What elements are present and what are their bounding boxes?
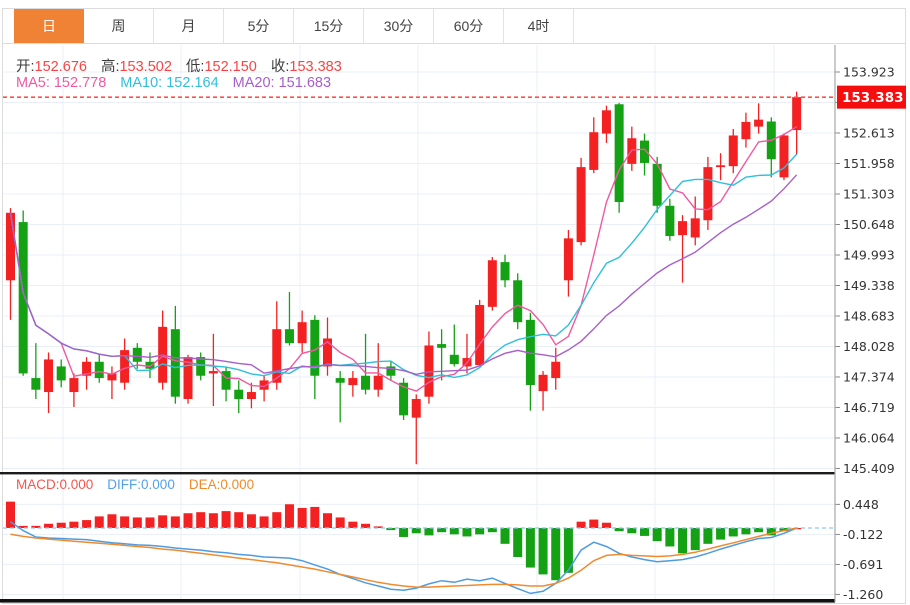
price-tick-7: 149.338 [843, 278, 895, 293]
price-tick-12: 146.064 [843, 430, 895, 445]
widget-bottom-border [2, 603, 906, 604]
tab-5分[interactable]: 5分 [224, 9, 294, 43]
price-tick-0: 153.923 [843, 65, 895, 80]
ohlc-legend: 开:152.676 高:153.502 低:152.150 收:153.383 [16, 55, 356, 76]
price-tick-3: 151.958 [843, 156, 895, 171]
ma-legend: MA5: 152.778 MA10: 152.164 MA20: 151.683 [16, 75, 345, 91]
widget-right-border [905, 8, 906, 603]
macd-tick-0: 0.448 [843, 497, 879, 512]
macd-tick-2: -0.691 [843, 557, 883, 572]
current-price-box-label: 153.383 [842, 90, 904, 106]
tab-月[interactable]: 月 [154, 9, 224, 43]
price-tick-4: 151.303 [843, 187, 895, 202]
widget-top-border [2, 8, 906, 9]
ma-item-2: MA20: 151.683 [232, 75, 332, 91]
macd-tick-1: -0.122 [843, 527, 883, 542]
tab-60分[interactable]: 60分 [434, 9, 504, 43]
period-tab-bar: 日周月 5分 15分 30分 60分 4时 [14, 9, 574, 43]
main-chart-svg: 153.923153.268152.613151.958151.303150.6… [0, 45, 906, 603]
tab-15分[interactable]: 15分 [294, 9, 364, 43]
macd-legend: MACD:0.000 DIFF:0.000 DEA:0.000 [16, 477, 268, 492]
tab-4时[interactable]: 4时 [504, 9, 574, 43]
price-tick-11: 146.719 [843, 400, 895, 415]
tab-日[interactable]: 日 [14, 9, 84, 43]
ohlc-item-3: 收:153.383 [270, 59, 342, 75]
tab-周[interactable]: 周 [84, 9, 154, 43]
macd-legend-item-2: DEA:0.000 [188, 477, 255, 492]
widget-left-border [2, 8, 3, 603]
price-tick-2: 152.613 [843, 126, 895, 141]
price-tick-10: 147.374 [843, 369, 895, 384]
price-tick-13: 145.409 [843, 461, 895, 476]
tabbar-bottom-border [2, 43, 906, 44]
ohlc-item-0: 开:152.676 [16, 59, 87, 75]
ohlc-item-2: 低:152.150 [185, 59, 257, 75]
macd-tick-3: -1.260 [843, 587, 883, 602]
macd-legend-item-1: DIFF:0.000 [107, 477, 175, 492]
macd-legend-item-0: MACD:0.000 [16, 477, 94, 492]
price-tick-6: 149.993 [843, 248, 895, 263]
ma-item-1: MA10: 152.164 [120, 75, 219, 91]
tab-30分[interactable]: 30分 [364, 9, 434, 43]
ma-item-0: MA5: 152.778 [16, 75, 107, 91]
price-tick-8: 148.683 [843, 309, 895, 324]
ohlc-item-1: 高:153.502 [100, 59, 172, 75]
price-tick-9: 148.028 [843, 339, 895, 354]
price-tick-5: 150.648 [843, 217, 895, 232]
